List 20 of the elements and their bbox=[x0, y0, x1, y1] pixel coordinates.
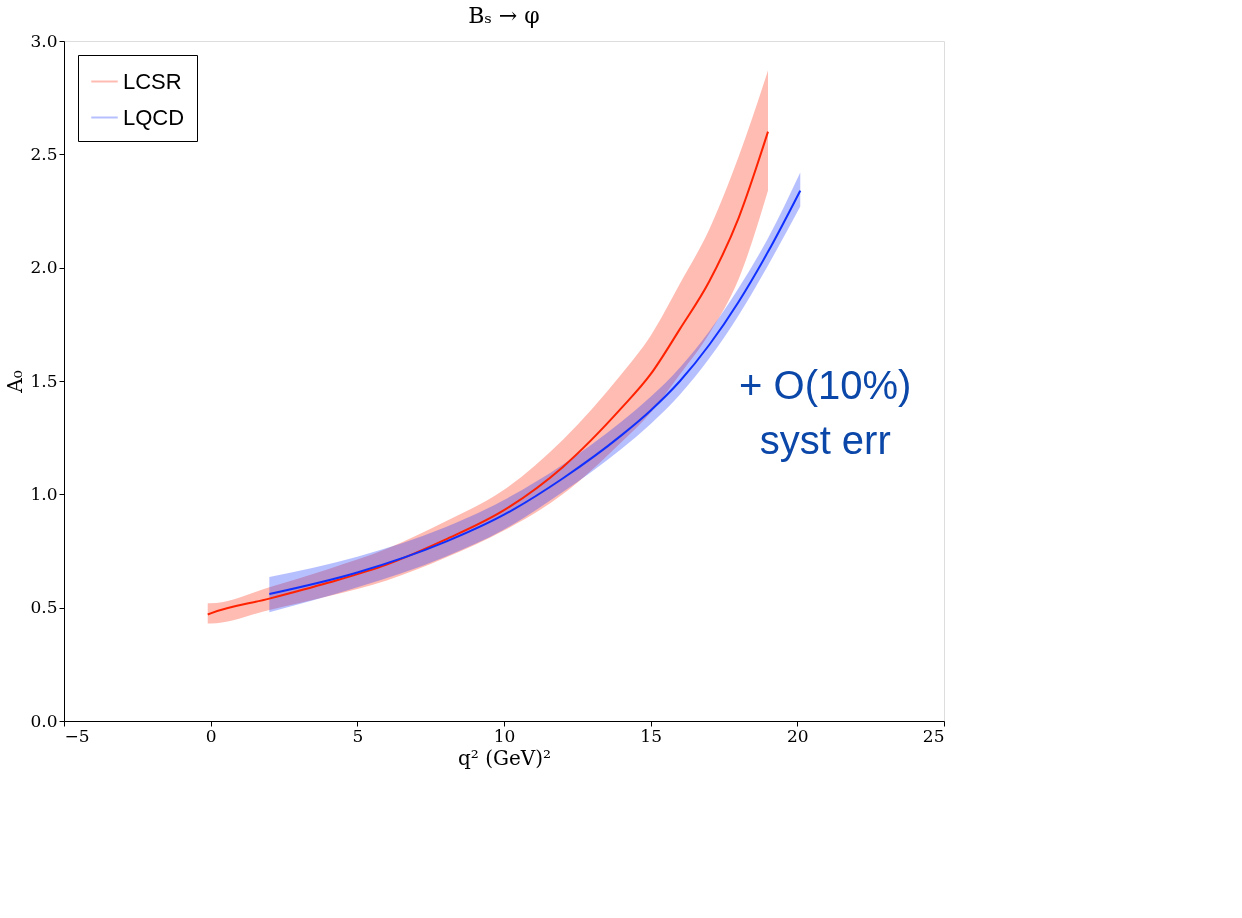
chart-title: Bₛ → φ bbox=[468, 3, 540, 28]
y-axis-title: A₀ bbox=[3, 370, 28, 394]
y-tick-label: 2.0 bbox=[30, 257, 58, 278]
annotation: + O(10%) syst err bbox=[739, 363, 912, 463]
x-tick-label: 25 bbox=[922, 725, 945, 746]
y-tick-label: 2.5 bbox=[30, 143, 58, 164]
y-tick-label: 0.5 bbox=[30, 597, 58, 618]
y-tick-label: 3.0 bbox=[30, 30, 58, 51]
x-axis-title: q² (GeV)² bbox=[457, 745, 552, 770]
x-tick-label: 15 bbox=[640, 725, 662, 746]
x-tick-label: 20 bbox=[787, 725, 809, 746]
y-tick-label: 0.0 bbox=[30, 710, 58, 731]
x-tick-label: 10 bbox=[493, 725, 516, 746]
x-tick-label: −5 bbox=[64, 725, 90, 746]
x-tick-label: 5 bbox=[352, 725, 364, 746]
legend-label: LCSR bbox=[123, 68, 182, 94]
y-tick-label: 1.5 bbox=[30, 370, 58, 391]
y-tick-label: 1.0 bbox=[30, 483, 58, 504]
x-tick-label: 0 bbox=[205, 725, 217, 746]
legend-label: LQCD bbox=[123, 104, 185, 130]
